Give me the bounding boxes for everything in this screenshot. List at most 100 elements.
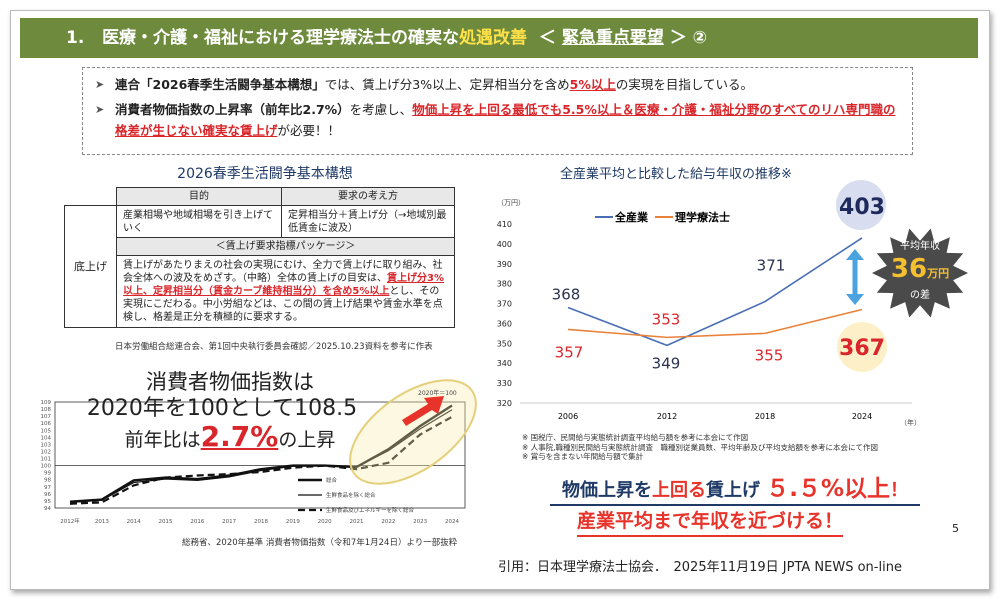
y-tick-label: 96 <box>44 492 51 498</box>
y-tick-label: 104 <box>41 435 52 441</box>
x-tick-label: 2014 <box>127 519 141 525</box>
note: ※ 人事院,職種別民間給与実態統計調査 職種別従業員数、平均年齢及び平均支給額を… <box>522 442 879 452</box>
x-tick-label: 2013 <box>95 519 109 525</box>
x-tick-label: 2019 <box>286 519 300 525</box>
data-label-2024: 403 <box>839 195 885 220</box>
gap-value: 36 <box>890 254 928 284</box>
summary-box: ➤ 連合「2026春季生活闘争基本構想」では、賃上げ分3%以上、定昇相当分を含め5… <box>82 67 913 155</box>
wage-chart: （万円） （年） 320 330 340 350 360 370 380 390 400 410 200… <box>497 180 968 427</box>
y-tick-label: 103 <box>41 442 52 448</box>
header-number: 1. <box>66 28 85 48</box>
y-tick-label: 330 <box>497 379 512 388</box>
x-tick-label: 2024 <box>445 519 459 525</box>
note: ※ 国税庁、民間給与実態統計調査平均給与額を参考に本会にて作図 <box>522 433 749 442</box>
x-tick-label: 2022 <box>381 519 395 525</box>
legend-label: 総合 <box>326 476 338 484</box>
slogan-rate: ５.５%以上 <box>766 476 891 502</box>
y-tick-label: 340 <box>497 359 512 368</box>
gap-badge: 平均年収 36万円 の差 <box>878 240 962 303</box>
header-title: 医療・介護・福祉における理学療法士の確実な <box>102 28 460 48</box>
legend-label: 生鮮食品及びエネルギーを除く総合 <box>326 506 415 514</box>
bullet-2: ➤ 消費者物価指数の上昇率（前年比2.7%）を考慮し、物価上昇を上回る最低でも5.… <box>93 99 902 141</box>
slogan-line-2: 産業平均まで年収を近づける！ <box>577 507 844 537</box>
spring-offensive-table: 目的 要求の考え方 底上げ 産業相場や地域相場を引き上げていく 定昇相当分＋賃上げ分（… <box>64 187 455 328</box>
gap-suffix: の差 <box>910 290 930 301</box>
bullet-text: では、賃上げ分3%以上、定昇相当分を含め <box>324 77 570 92</box>
cpi-headline-1: 消費者物価指数は <box>146 370 314 394</box>
page-number: 5 <box>952 522 959 535</box>
header-highlight: 処遇改善 <box>459 28 528 48</box>
table-source: 日本労働組合総連合会、第1回中央執行委員会確認／2025.10.23資料を参考に… <box>115 342 433 352</box>
cpi-rate: 2.7% <box>200 420 279 453</box>
bullet-1: ➤ 連合「2026春季生活闘争基本構想」では、賃上げ分3%以上、定昇相当分を含め5… <box>93 74 902 95</box>
y-tick-label: 97 <box>44 485 51 491</box>
legend-label: 生鮮食品を除く総合 <box>326 491 376 499</box>
bullet-red: 5%以上 <box>569 77 616 92</box>
y-tick-label: 360 <box>497 319 512 328</box>
y-tick-label: 400 <box>497 240 512 249</box>
y-tick-label: 109 <box>41 400 52 406</box>
x-tick-label: 2017 <box>222 519 236 525</box>
y-tick-label: 94 <box>44 506 51 512</box>
y-tick-label: 107 <box>41 414 52 420</box>
cpi-text: 前年比は <box>124 429 201 451</box>
header-priority: 緊急重点要望 <box>561 28 664 48</box>
starburst-badge <box>872 228 968 318</box>
y-tick-label: 320 <box>497 399 512 408</box>
x-tick-label: 2018 <box>254 519 268 525</box>
data-label: 353 <box>652 310 681 328</box>
y-tick-label: 95 <box>44 499 51 505</box>
slogan-text: 物価上昇を <box>561 480 652 501</box>
bullet-bold: 連合「2026春季生活闘争基本構想」 <box>115 77 325 92</box>
wage-chart-title: 全産業平均と比較した給与年収の推移※ <box>560 167 792 182</box>
cpi-source: 総務省、2020年基準 消費者物価指数（令和7年1月24日）より一部抜粋 <box>182 538 458 548</box>
body-text: とし、その実現にこだわる。中小労組などは、この間の賃上げ結果や賃金水準を点検し、… <box>123 286 443 323</box>
arrow-head-down-icon <box>846 294 864 305</box>
header-bracket: ＜ <box>538 28 562 48</box>
cpi-series-line <box>69 404 453 503</box>
y-axis-unit: （万円） <box>497 199 525 207</box>
y-tick-label: 106 <box>41 421 52 427</box>
body-text: 賃上げがあたりまえの社会の実現にむけ、全力で賃上げに取り組み、社会全体への波及を… <box>123 260 443 284</box>
y-tick-label: 105 <box>41 428 52 434</box>
data-label-2024: 367 <box>839 336 885 361</box>
trend-arrow-icon <box>402 396 444 426</box>
data-label: 355 <box>755 346 784 364</box>
cpi-headline-3: 前年比は2.7%の上昇 <box>80 420 380 453</box>
data-label: 357 <box>555 343 584 361</box>
table-title: 2026春季生活闘争基本構想 <box>177 166 353 182</box>
y-tick-label: 108 <box>41 407 52 413</box>
package-body: 賃上げがあたりまえの社会の実現にむけ、全力で賃上げに取り組み、社会全体への波及を… <box>116 255 455 328</box>
bullet-red: 物価上昇を上回る最低でも5.5%以上＆医療・介護・福祉分野のすべてのリハ専門職の… <box>115 102 896 138</box>
col-header-approach: 要求の考え方 <box>281 187 455 206</box>
y-tick-label: 370 <box>497 300 512 309</box>
data-label: 368 <box>552 286 581 304</box>
slide-header: 1. 医療・介護・福祉における理学療法士の確実な処遇改善 ＜ 緊急重点要望 ＞ … <box>20 18 978 58</box>
slogan-text: 賃上げ <box>705 480 760 501</box>
highlight-circle-all <box>836 180 886 230</box>
header-suffix: ＞ ② <box>663 28 708 48</box>
highlight-ellipse <box>349 379 477 485</box>
col-header-purpose: 目的 <box>116 187 282 206</box>
x-tick-label: 2024 <box>852 412 872 421</box>
x-axis-unit: （年） <box>900 418 921 427</box>
slogan-red: 上回る <box>651 480 706 501</box>
bullet-bold: 消費者物価指数の上昇率（前年比2.7%） <box>115 102 350 117</box>
bullet-text: の実現を目指している。 <box>615 77 754 92</box>
wage-notes: ※ 国税庁、民間給与実態統計調査平均給与額を参考に本会にて作図 ※ 人事院,職種… <box>522 433 878 462</box>
row-label: 底上げ <box>64 205 117 328</box>
x-tick-label: 2018 <box>755 412 775 421</box>
y-tick-label: 100 <box>41 464 52 470</box>
package-header: ＜賃上げ要求指標パッケージ＞ <box>116 237 455 256</box>
cell-purpose: 産業相場や地域相場を引き上げていく <box>116 205 282 238</box>
y-tick-label: 380 <box>497 280 512 289</box>
citation: 引用：日本理学療法士協会． 2025年11月19日 JPTA NEWS on-l… <box>498 560 902 575</box>
x-tick-label: 2012 <box>657 412 677 421</box>
x-tick-label: 2012年 <box>60 517 80 525</box>
highlight-circle-pt <box>837 322 887 372</box>
series-line-pt <box>567 308 863 339</box>
legend-label: 理学療法士 <box>675 210 730 224</box>
plot-frame <box>54 401 466 509</box>
